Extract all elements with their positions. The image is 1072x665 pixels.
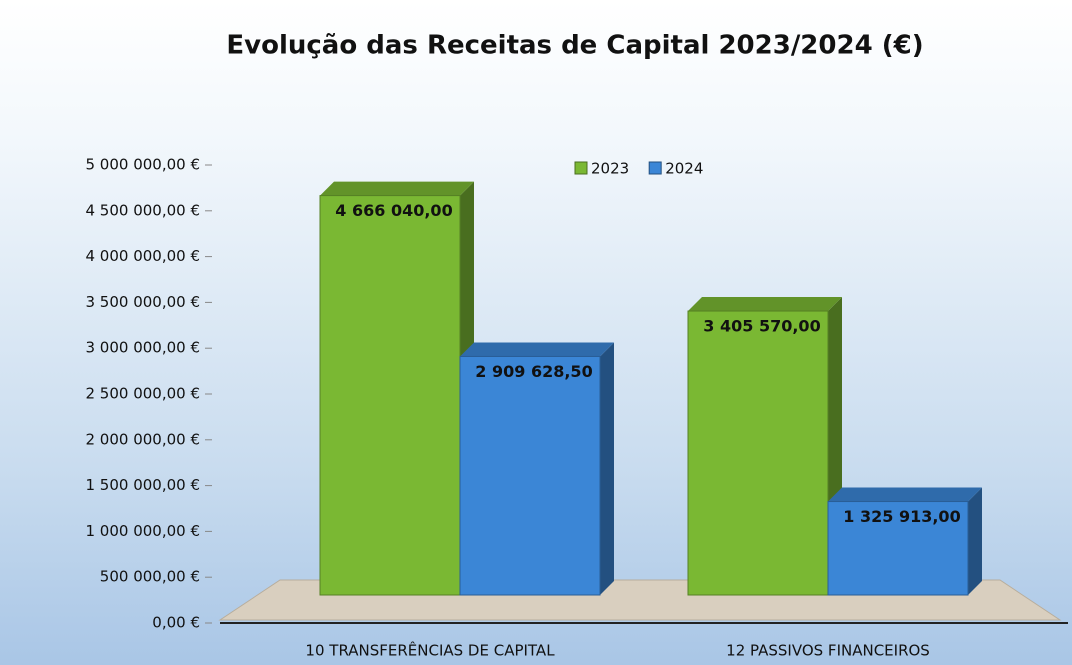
- value-label: 1 325 913,00: [843, 507, 960, 526]
- chart-title: Evolução das Receitas de Capital 2023/20…: [226, 31, 923, 61]
- value-label: 3 405 570,00: [703, 317, 820, 336]
- y-tick-label: 3 000 000,00 €: [85, 339, 200, 357]
- x-tick-label: 12 PASSIVOS FINANCEIROS: [726, 642, 930, 660]
- y-tick-label: 2 500 000,00 €: [85, 385, 200, 403]
- bar-top: [828, 487, 982, 502]
- bar: [687, 310, 829, 596]
- y-tick-label: 4 500 000,00 €: [85, 201, 200, 219]
- y-tick-label: 4 000 000,00 €: [85, 247, 200, 265]
- bar-top: [688, 297, 842, 312]
- y-tick-label: 5 000 000,00 €: [85, 156, 200, 174]
- legend-label: 2024: [665, 160, 703, 178]
- bar: [319, 195, 461, 596]
- bar-top: [320, 181, 474, 196]
- y-tick-label: 1 000 000,00 €: [85, 522, 200, 540]
- y-tick-label: 0,00 €: [152, 614, 200, 632]
- y-tick-label: 1 500 000,00 €: [85, 476, 200, 494]
- x-tick-label: 10 TRANSFERÊNCIAS DE CAPITAL: [305, 641, 555, 660]
- y-tick-label: 3 500 000,00 €: [85, 293, 200, 311]
- legend-swatch: [574, 161, 588, 175]
- y-tick-label: 2 000 000,00 €: [85, 430, 200, 448]
- value-label: 4 666 040,00: [335, 201, 452, 220]
- bar: [827, 501, 969, 596]
- legend-label: 2023: [591, 160, 629, 178]
- bar: [459, 355, 601, 596]
- bar-side: [968, 487, 982, 595]
- legend-swatch: [648, 161, 662, 175]
- value-label: 2 909 628,50: [475, 362, 592, 381]
- bar-top: [460, 342, 614, 357]
- bar-side: [600, 342, 614, 595]
- y-tick-label: 500 000,00 €: [100, 568, 200, 586]
